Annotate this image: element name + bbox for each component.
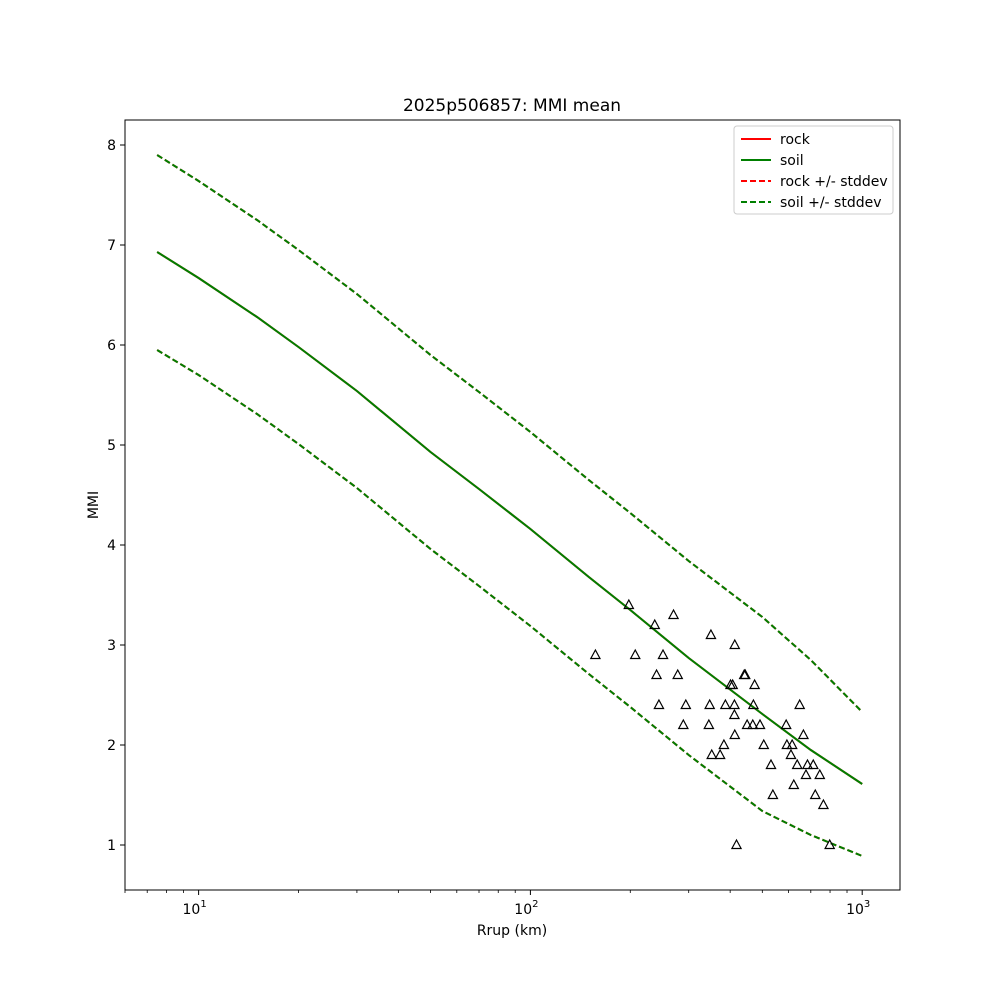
legend-entry-rock-stddev: rock +/- stddev bbox=[780, 174, 888, 190]
observation-point bbox=[623, 598, 635, 610]
observation-point bbox=[728, 708, 741, 720]
y-tick-label: 4 bbox=[107, 538, 116, 554]
y-tick-label: 2 bbox=[107, 738, 116, 754]
observation-point bbox=[749, 678, 761, 690]
x-tick-label: 103 bbox=[846, 899, 870, 918]
observation-point bbox=[703, 718, 715, 730]
observation-point bbox=[747, 718, 759, 730]
observation-point bbox=[727, 678, 739, 690]
legend-entry-soil: soil bbox=[780, 153, 804, 169]
observation-point bbox=[785, 748, 797, 760]
plot-frame bbox=[124, 119, 901, 891]
plot-series-group bbox=[156, 154, 863, 857]
observation-point bbox=[758, 738, 770, 750]
x-axis-label: Rrup (km) bbox=[477, 923, 547, 939]
observation-point bbox=[814, 768, 826, 780]
x-tick-label: 101 bbox=[183, 899, 207, 918]
observation-point bbox=[817, 798, 830, 810]
observation-point bbox=[809, 788, 821, 800]
observation-point bbox=[667, 608, 680, 620]
legend-entry-soil-stddev: soil +/- stddev bbox=[780, 195, 882, 211]
observation-point bbox=[800, 768, 812, 780]
observation-point bbox=[719, 698, 732, 710]
series-line-soil-stddev-upper bbox=[156, 154, 863, 713]
observation-point bbox=[797, 728, 810, 740]
observation-point bbox=[650, 668, 663, 680]
chart-title: 2025p506857: MMI mean bbox=[403, 96, 621, 116]
observation-point bbox=[714, 748, 726, 760]
observation-point bbox=[739, 668, 751, 680]
legend-entry-rock: rock bbox=[780, 132, 811, 148]
observation-point bbox=[729, 638, 741, 650]
observation-point bbox=[680, 698, 692, 710]
observation-point bbox=[649, 618, 661, 630]
observation-point bbox=[747, 698, 760, 710]
axes-group: 1 2 3 4 5 6 7 8 101 102 103 bbox=[107, 138, 870, 918]
y-tick-label: 3 bbox=[107, 638, 116, 654]
observation-point bbox=[767, 788, 779, 800]
y-tick-label: 7 bbox=[107, 238, 116, 254]
observation-point bbox=[765, 758, 777, 770]
observation-point bbox=[794, 698, 806, 710]
observation-point bbox=[807, 758, 819, 770]
y-tick-label: 6 bbox=[107, 338, 116, 354]
observation-point bbox=[729, 728, 741, 740]
observation-point bbox=[780, 718, 792, 730]
y-axis-label: MMI bbox=[86, 491, 102, 519]
observation-point bbox=[718, 738, 730, 750]
observation-point bbox=[730, 838, 743, 850]
y-tick-label: 5 bbox=[107, 438, 116, 454]
observation-point bbox=[801, 758, 814, 770]
observation-point bbox=[657, 648, 669, 660]
observation-point bbox=[754, 718, 766, 730]
observation-point bbox=[677, 718, 689, 730]
observation-point bbox=[728, 698, 741, 710]
observation-point bbox=[791, 758, 803, 770]
observation-point bbox=[824, 838, 836, 850]
x-tick-label: 102 bbox=[514, 899, 538, 918]
series-line-soil-stddev-lower bbox=[156, 349, 863, 857]
series-line-soil bbox=[156, 251, 863, 785]
observation-point bbox=[788, 778, 800, 790]
legend-box bbox=[733, 125, 894, 215]
y-tick-label: 1 bbox=[107, 838, 116, 854]
observation-point bbox=[741, 718, 753, 730]
observation-point bbox=[629, 648, 641, 660]
y-tick-label: 8 bbox=[107, 138, 116, 154]
observation-point bbox=[786, 738, 798, 750]
observation-point bbox=[589, 648, 602, 660]
observation-point bbox=[705, 628, 717, 640]
legend: rock soil rock +/- stddev soil +/- stddev bbox=[733, 125, 894, 215]
observation-point bbox=[704, 698, 716, 710]
observation-point bbox=[653, 698, 665, 710]
observation-point bbox=[672, 668, 684, 680]
observation-point bbox=[706, 748, 718, 760]
